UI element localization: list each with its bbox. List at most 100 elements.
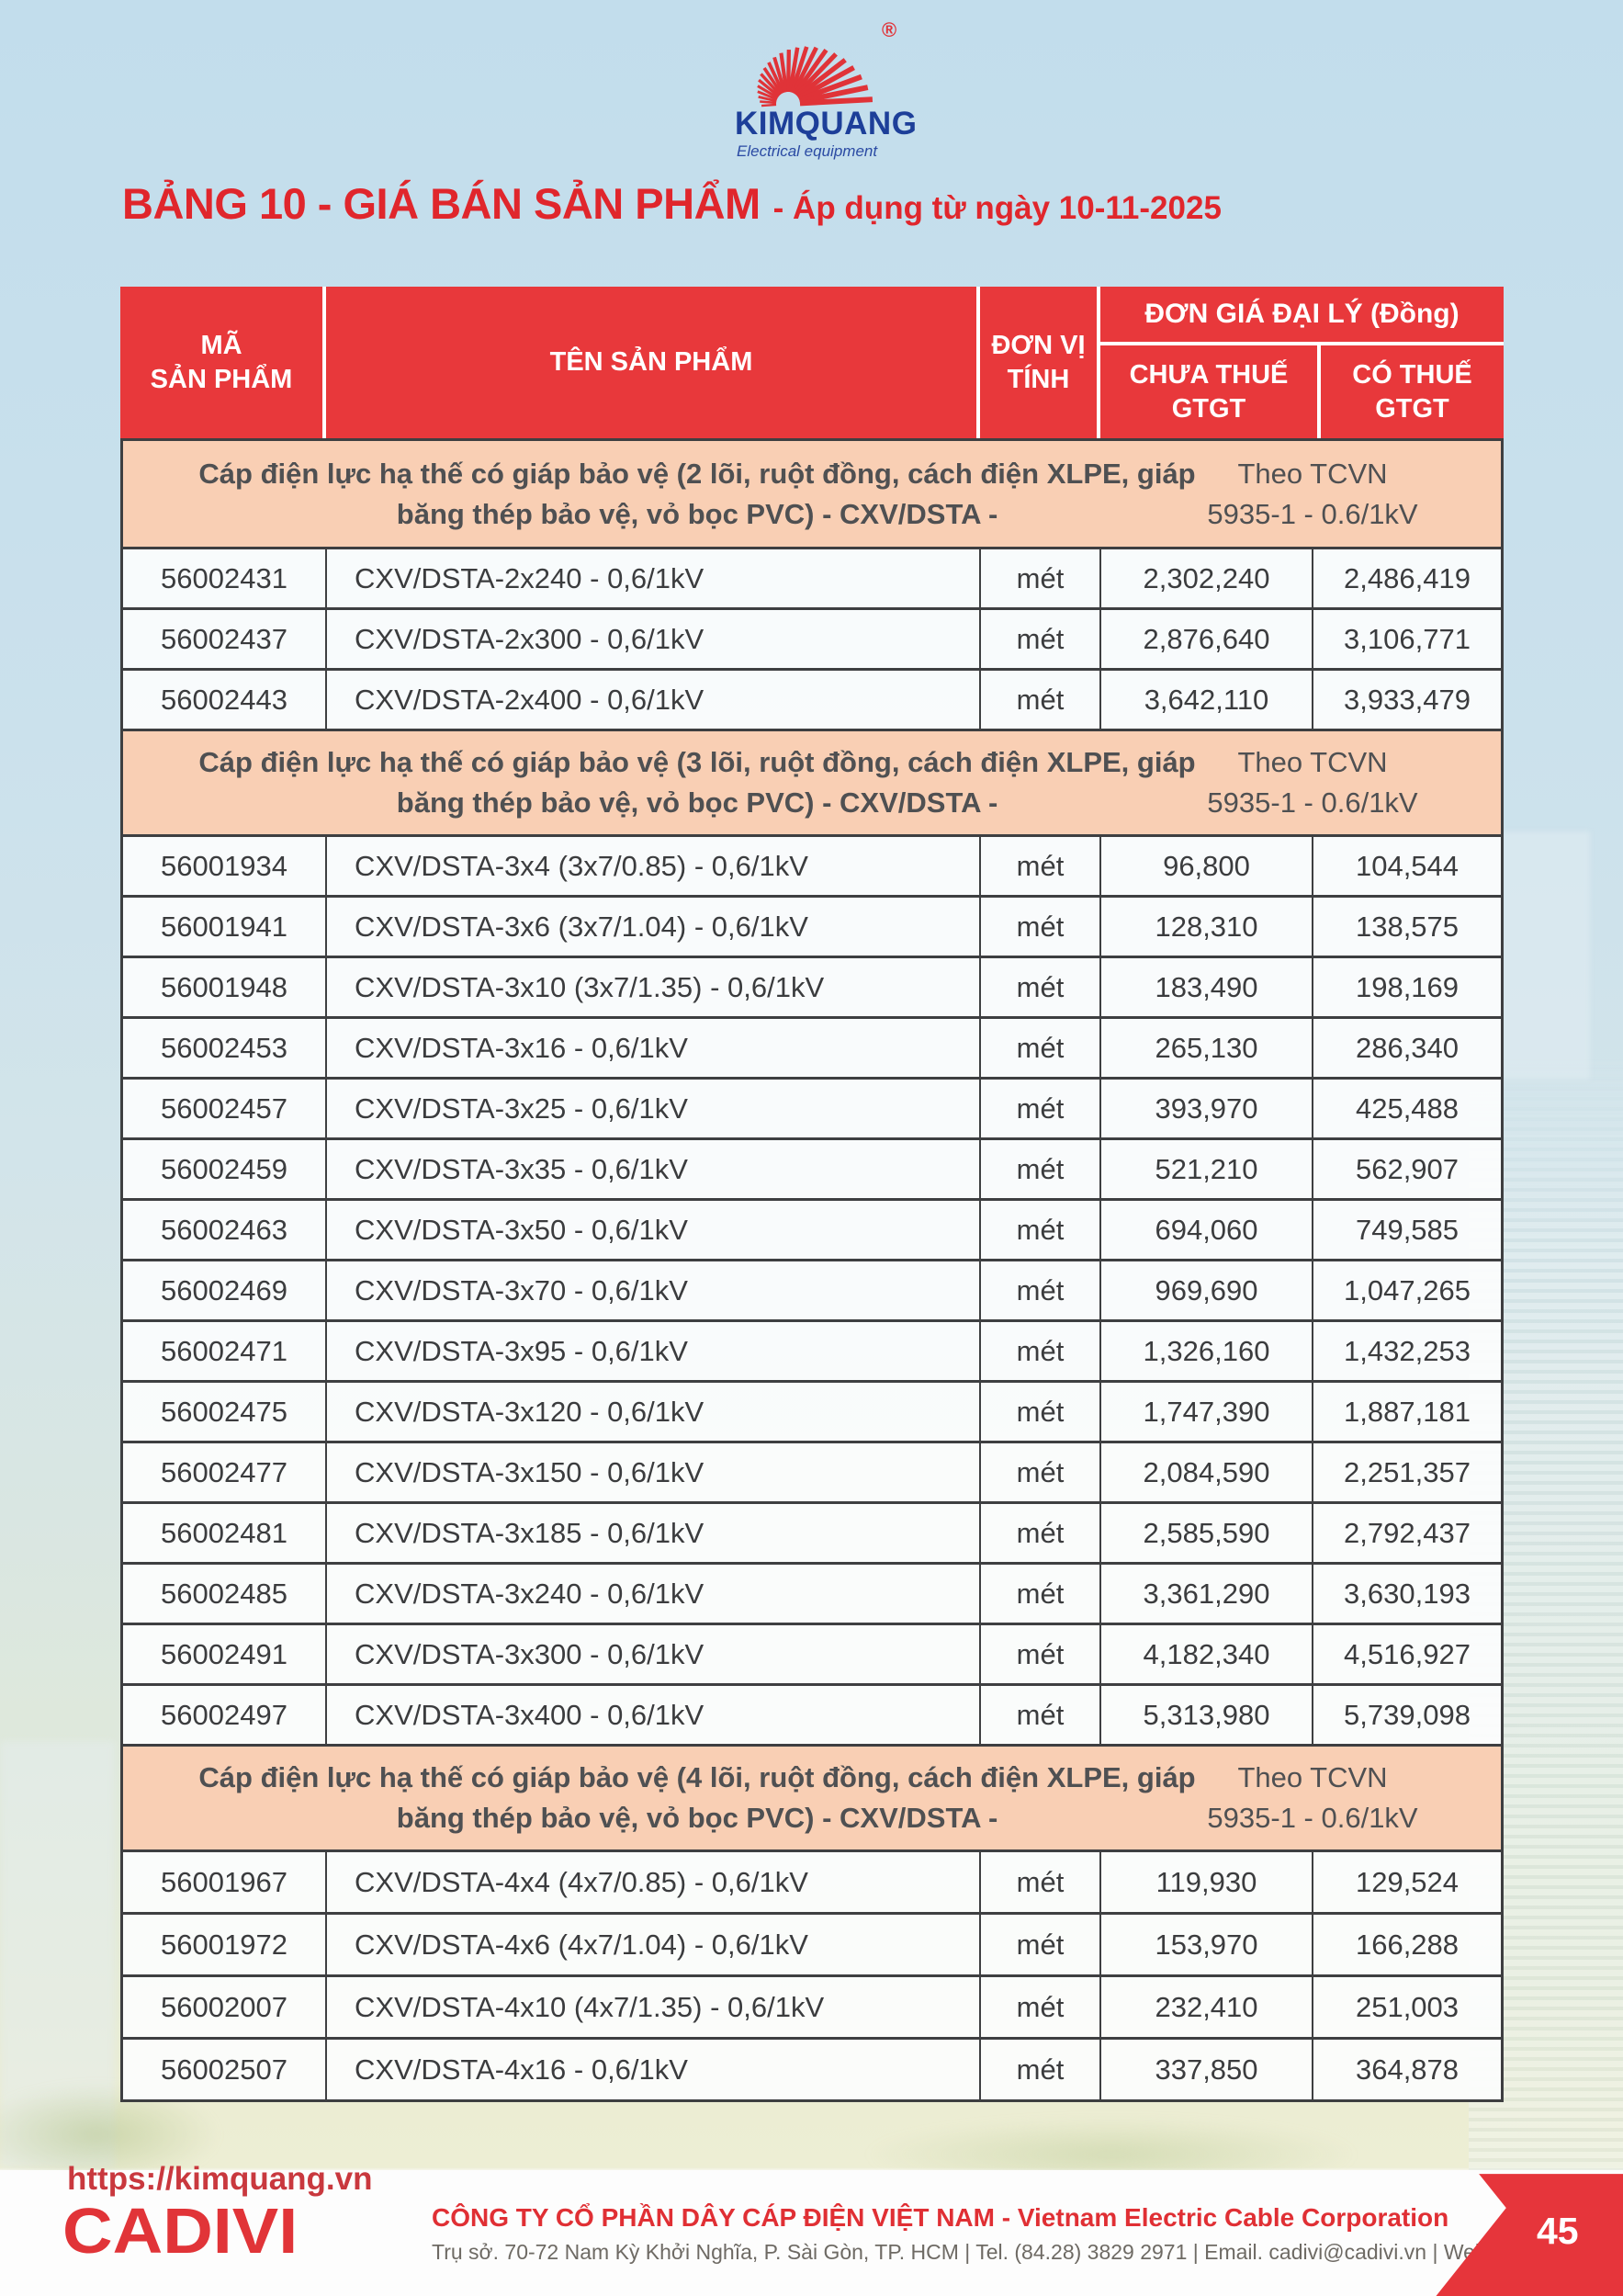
cell-price-ex-vat: 694,060 [1099,1198,1312,1259]
header-product-code: MÃ SẢN PHẨM [150,330,293,394]
sunburst-fan-icon [757,46,873,107]
header-product-name: TÊN SẢN PHẨM [322,287,976,438]
cell-price-inc-vat: 5,739,098 [1312,1683,1501,1744]
cell-product-name: CXV/DSTA-3x240 - 0,6/1kV [325,1562,979,1623]
section-header: Cáp điện lực hạ thế có giáp bảo vệ (3 lõ… [123,729,1501,834]
cell-price-inc-vat: 2,486,419 [1312,547,1501,607]
cadivi-logo: CADIVI [62,2195,299,2267]
title-main: BẢNG 10 - GIÁ BÁN SẢN PHẨM [122,179,761,228]
cell-price-inc-vat: 2,251,357 [1312,1441,1501,1501]
cell-unit: mét [979,834,1099,895]
cell-unit: mét [979,1016,1099,1077]
cell-price-ex-vat: 265,130 [1099,1016,1312,1077]
cell-product-name: CXV/DSTA-3x150 - 0,6/1kV [325,1441,979,1501]
cell-product-code: 56002437 [123,607,325,668]
footer-band [0,2170,1623,2296]
cell-product-code: 56001941 [123,895,325,956]
registered-mark: ® [882,18,897,41]
cell-price-inc-vat: 364,878 [1312,2037,1501,2099]
cell-price-inc-vat: 129,524 [1312,1849,1501,1912]
cell-unit: mét [979,1849,1099,1912]
cell-unit: mét [979,1912,1099,1974]
header-price-inc-vat: CÓ THUẾ GTGT [1317,345,1504,438]
cell-price-inc-vat: 3,933,479 [1312,668,1501,729]
cell-product-name: CXV/DSTA-3x400 - 0,6/1kV [325,1683,979,1744]
cell-product-name: CXV/DSTA-3x16 - 0,6/1kV [325,1016,979,1077]
cell-product-name: CXV/DSTA-3x120 - 0,6/1kV [325,1380,979,1441]
cell-product-name: CXV/DSTA-3x6 (3x7/1.04) - 0,6/1kV [325,895,979,956]
cell-product-code: 56002491 [123,1623,325,1683]
cell-product-code: 56002453 [123,1016,325,1077]
cell-price-inc-vat: 251,003 [1312,1974,1501,2037]
cell-product-name: CXV/DSTA-3x10 (3x7/1.35) - 0,6/1kV [325,956,979,1016]
cell-product-code: 56002463 [123,1198,325,1259]
cell-product-name: CXV/DSTA-3x35 - 0,6/1kV [325,1137,979,1198]
cell-unit: mét [979,1259,1099,1319]
cell-product-name: CXV/DSTA-3x4 (3x7/0.85) - 0,6/1kV [325,834,979,895]
cell-price-ex-vat: 5,313,980 [1099,1683,1312,1744]
cell-product-code: 56002481 [123,1501,325,1562]
page-number: 45 [1537,2210,1579,2252]
table-header: MÃ SẢN PHẨM TÊN SẢN PHẨM ĐƠN VỊ TÍNH ĐƠN… [120,287,1504,438]
company-address: Trụ sở. 70-72 Nam Kỳ Khởi Nghĩa, P. Sài … [432,2240,1614,2264]
section-header: Cáp điện lực hạ thế có giáp bảo vệ (4 lõ… [123,1744,1501,1849]
cell-unit: mét [979,1137,1099,1198]
cell-price-inc-vat: 562,907 [1312,1137,1501,1198]
cell-product-code: 56001972 [123,1912,325,1974]
cell-product-name: CXV/DSTA-4x10 (4x7/1.35) - 0,6/1kV [325,1974,979,2037]
cell-product-code: 56002457 [123,1077,325,1137]
kimquang-logo: ® KIMQUANG Electrical equipment [727,13,917,161]
cell-unit: mét [979,956,1099,1016]
company-name: CÔNG TY CỔ PHẦN DÂY CÁP ĐIỆN VIỆT NAM - … [432,2203,1449,2232]
cell-product-code: 56002471 [123,1319,325,1380]
cell-unit: mét [979,1562,1099,1623]
cell-product-name: CXV/DSTA-3x300 - 0,6/1kV [325,1623,979,1683]
cell-price-ex-vat: 96,800 [1099,834,1312,895]
cell-product-name: CXV/DSTA-4x4 (4x7/0.85) - 0,6/1kV [325,1849,979,1912]
cell-product-name: CXV/DSTA-4x16 - 0,6/1kV [325,2037,979,2099]
cell-product-name: CXV/DSTA-3x95 - 0,6/1kV [325,1319,979,1380]
cell-product-name: CXV/DSTA-3x185 - 0,6/1kV [325,1501,979,1562]
price-table: MÃ SẢN PHẨM TÊN SẢN PHẨM ĐƠN VỊ TÍNH ĐƠN… [120,287,1504,2102]
cell-price-inc-vat: 1,047,265 [1312,1259,1501,1319]
document-title: BẢNG 10 - GIÁ BÁN SẢN PHẨM - Áp dụng từ … [122,178,1518,229]
cell-product-code: 56002497 [123,1683,325,1744]
cell-unit: mét [979,1441,1099,1501]
cell-price-inc-vat: 749,585 [1312,1198,1501,1259]
cell-price-ex-vat: 4,182,340 [1099,1623,1312,1683]
header-dealer-price: ĐƠN GIÁ ĐẠI LÝ (Đồng) [1100,287,1504,345]
cell-price-ex-vat: 2,876,640 [1099,607,1312,668]
cell-price-inc-vat: 3,106,771 [1312,607,1501,668]
cell-product-code: 56002477 [123,1441,325,1501]
cell-price-inc-vat: 425,488 [1312,1077,1501,1137]
cell-unit: mét [979,1974,1099,2037]
cell-product-code: 56001948 [123,956,325,1016]
cell-price-ex-vat: 1,747,390 [1099,1380,1312,1441]
cell-product-code: 56002007 [123,1974,325,2037]
cell-price-ex-vat: 1,326,160 [1099,1319,1312,1380]
section-header: Cáp điện lực hạ thế có giáp bảo vệ (2 lõ… [123,441,1501,547]
cell-price-inc-vat: 166,288 [1312,1912,1501,1974]
cell-price-ex-vat: 183,490 [1099,956,1312,1016]
cell-product-code: 56002443 [123,668,325,729]
cell-unit: mét [979,1198,1099,1259]
cell-price-ex-vat: 337,850 [1099,2037,1312,2099]
cell-price-inc-vat: 2,792,437 [1312,1501,1501,1562]
kimquang-url-link[interactable]: https://kimquang.vn [67,2161,373,2197]
cell-price-inc-vat: 3,630,193 [1312,1562,1501,1623]
cell-unit: mét [979,1623,1099,1683]
cell-product-code: 56002507 [123,2037,325,2099]
cell-product-code: 56002469 [123,1259,325,1319]
cell-unit: mét [979,1501,1099,1562]
cell-price-ex-vat: 232,410 [1099,1974,1312,2037]
cell-price-ex-vat: 521,210 [1099,1137,1312,1198]
cell-product-name: CXV/DSTA-3x50 - 0,6/1kV [325,1198,979,1259]
cell-unit: mét [979,1077,1099,1137]
cell-price-ex-vat: 153,970 [1099,1912,1312,1974]
header-price-ex-vat: CHƯA THUẾ GTGT [1129,359,1289,424]
brand-tagline: Electrical equipment [737,142,878,160]
cell-unit: mét [979,895,1099,956]
cell-price-ex-vat: 128,310 [1099,895,1312,956]
cell-price-ex-vat: 3,642,110 [1099,668,1312,729]
cell-product-name: CXV/DSTA-3x25 - 0,6/1kV [325,1077,979,1137]
